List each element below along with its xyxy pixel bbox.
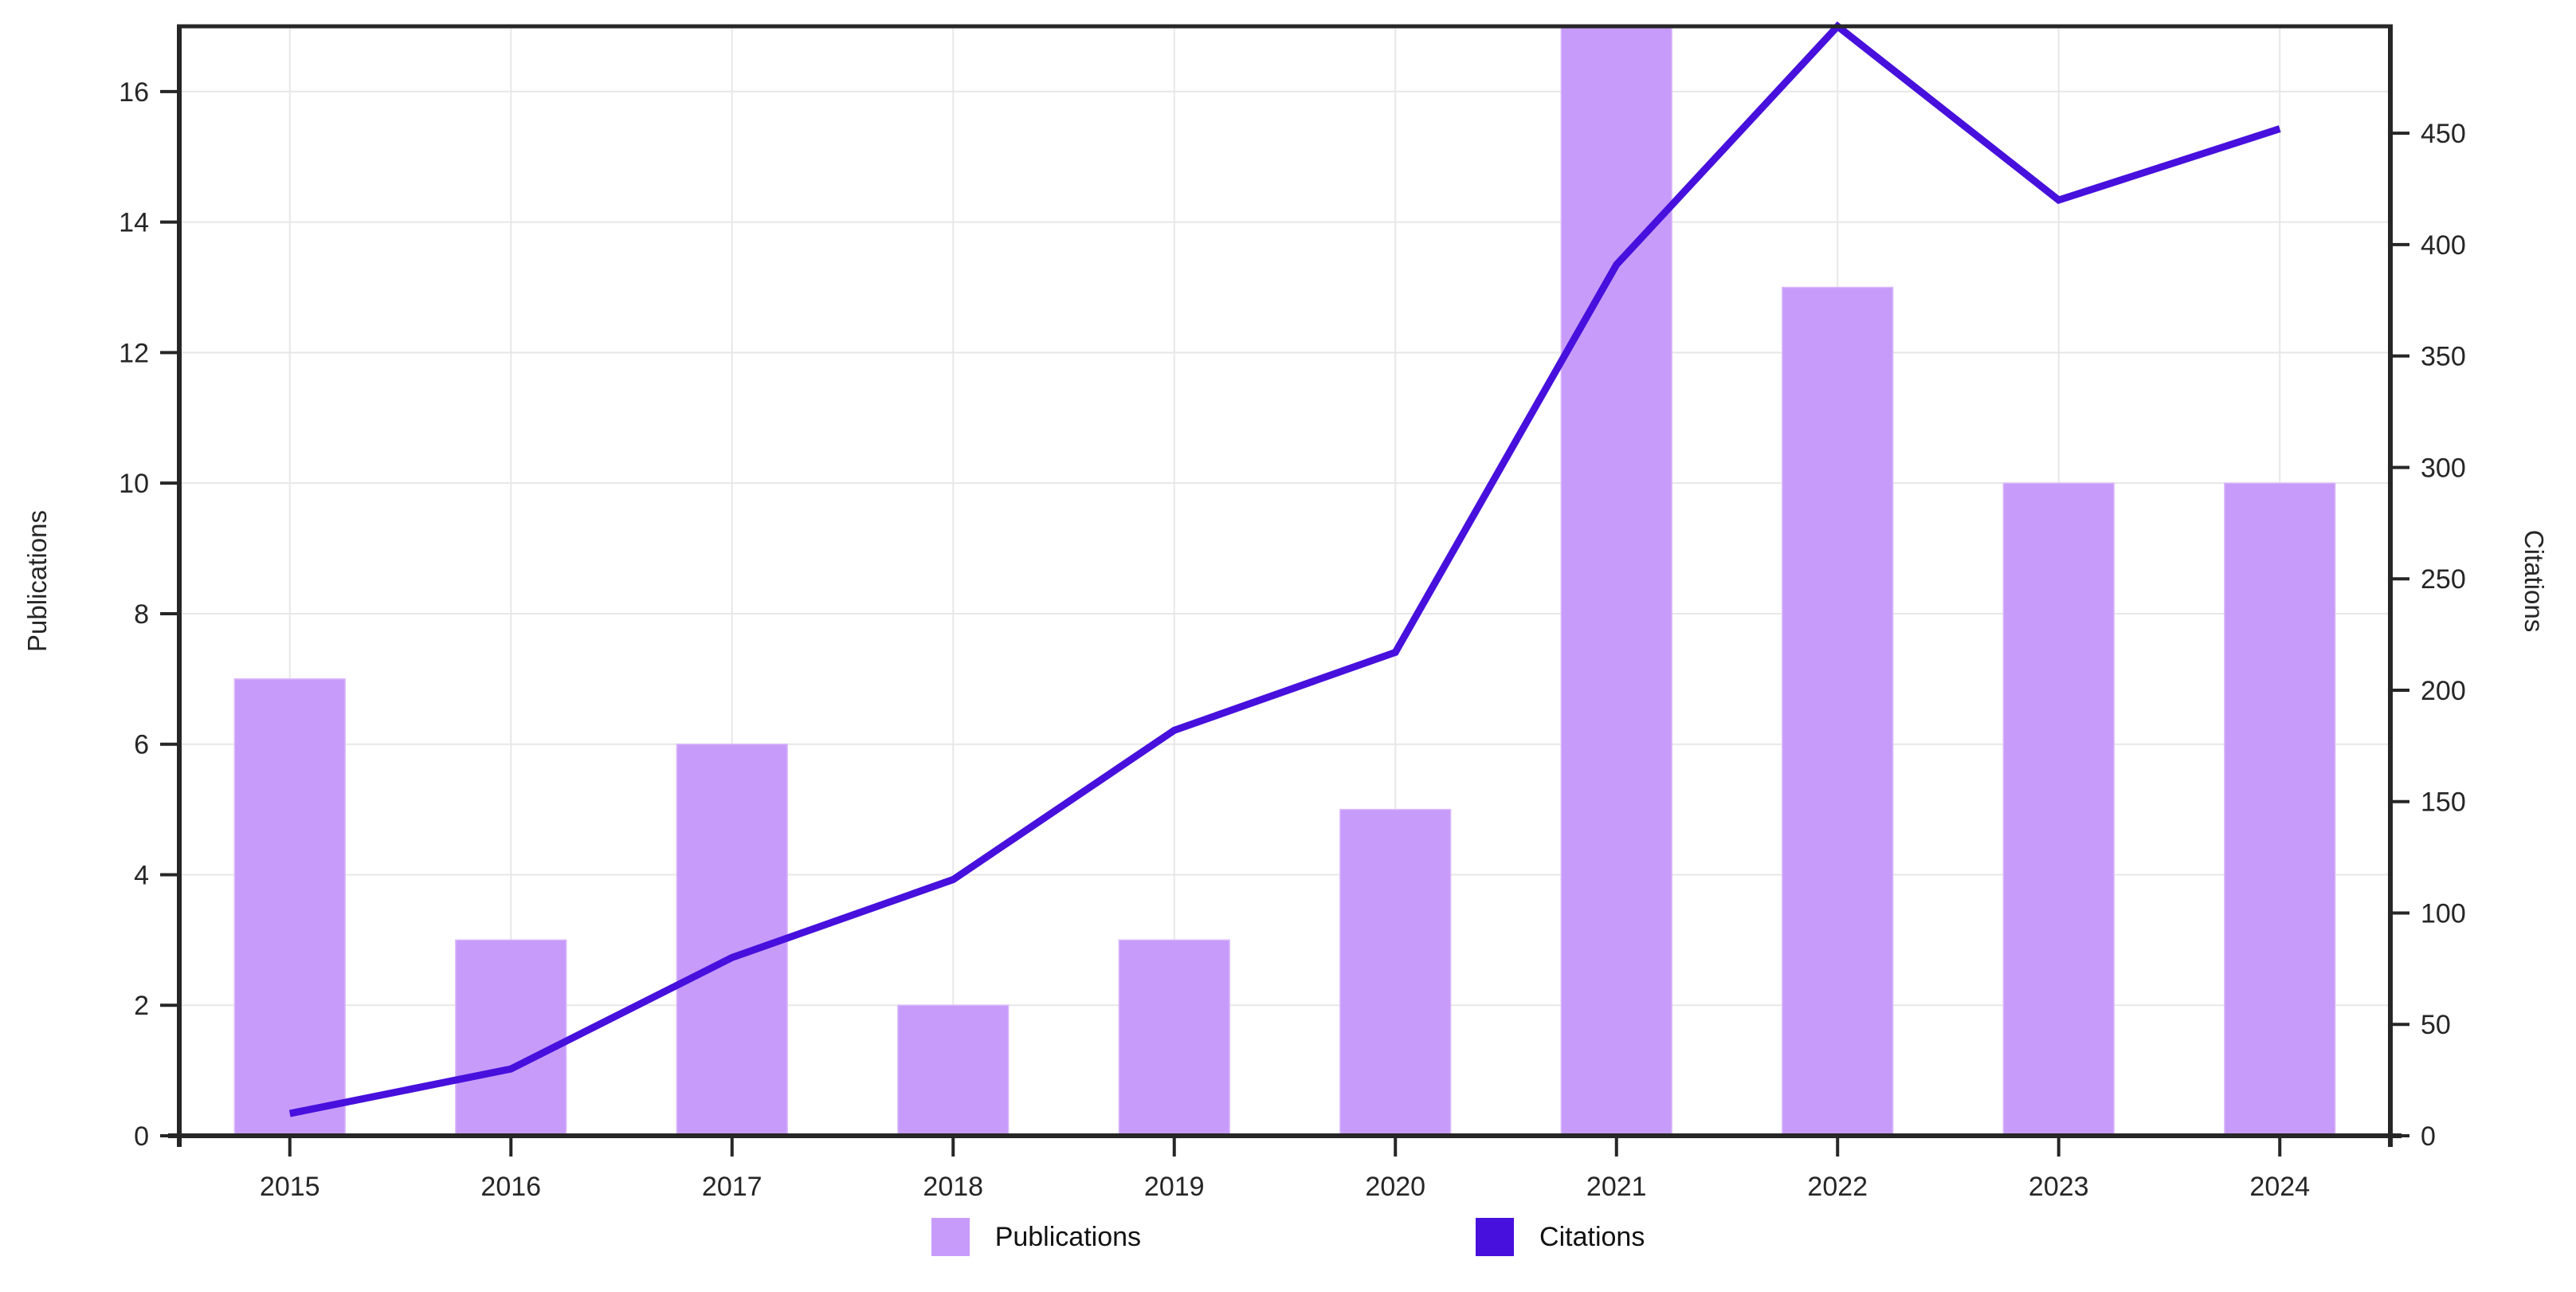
x-tick-label: 2021: [1586, 1172, 1647, 1202]
left-tick-label: 16: [119, 77, 149, 108]
x-tick-label: 2020: [1365, 1172, 1425, 1202]
bar-2018: [897, 1004, 1010, 1137]
left-tick-label: 10: [119, 469, 149, 499]
right-tick-label: 400: [2421, 230, 2466, 261]
right-tick-label: 100: [2421, 898, 2466, 929]
x-tick-label: 2017: [702, 1172, 763, 1202]
right-tick-label: 0: [2421, 1121, 2436, 1152]
x-tick-label: 2022: [1807, 1172, 1868, 1202]
bar-2019: [1118, 939, 1230, 1137]
x-tick-label: 2018: [923, 1172, 983, 1202]
bar-2022: [1782, 286, 1894, 1137]
left-tick-label: 4: [134, 860, 149, 890]
bar-2017: [676, 743, 788, 1137]
x-tick-label: 2023: [2029, 1172, 2089, 1202]
right-tick-label: 450: [2421, 119, 2466, 149]
chart-legend: Publications Citations: [0, 1218, 2576, 1256]
bar-2020: [1339, 808, 1452, 1137]
publications-swatch-icon: [931, 1218, 970, 1256]
left-tick-label: 0: [134, 1121, 149, 1152]
left-tick-label: 12: [119, 338, 149, 368]
citations-swatch-icon: [1476, 1218, 1515, 1256]
legend-item-citations: Citations: [1476, 1218, 1645, 1256]
bar-2021: [1560, 26, 1672, 1137]
x-tick-label: 2015: [260, 1172, 320, 1202]
right-tick-label: 250: [2421, 564, 2466, 595]
left-tick-label: 8: [134, 599, 149, 630]
right-tick-label: 200: [2421, 676, 2466, 706]
bar-2016: [455, 939, 567, 1137]
right-tick-label: 350: [2421, 342, 2466, 372]
right-axis-title: Citations: [2519, 529, 2549, 633]
left-tick-label: 14: [119, 208, 149, 238]
left-axis-title: Publications: [22, 510, 52, 652]
citations-line: [288, 21, 2281, 1117]
legend-label-citations: Citations: [1539, 1221, 1645, 1252]
right-tick-label: 50: [2421, 1010, 2451, 1040]
x-tick-label: 2024: [2249, 1172, 2310, 1202]
right-tick-label: 300: [2421, 453, 2466, 483]
left-tick-label: 6: [134, 730, 149, 760]
right-tick-label: 150: [2421, 787, 2466, 818]
bar-2015: [233, 678, 346, 1137]
left-tick-label: 2: [134, 991, 149, 1021]
x-tick-label: 2016: [480, 1172, 541, 1202]
legend-label-publications: Publications: [994, 1221, 1142, 1252]
bar-2023: [2002, 482, 2115, 1137]
bar-2024: [2224, 482, 2336, 1137]
x-tick-label: 2019: [1144, 1172, 1205, 1202]
legend-item-publications: Publications: [931, 1218, 1141, 1256]
